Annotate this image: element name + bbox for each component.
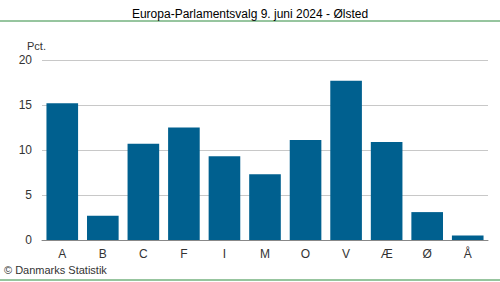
svg-text:Å: Å: [464, 246, 472, 261]
svg-text:Pct.: Pct.: [27, 40, 46, 52]
svg-text:Europa-Parlamentsvalg 9. juni: Europa-Parlamentsvalg 9. juni 2024 - Øls…: [132, 7, 368, 21]
svg-text:O: O: [301, 247, 310, 261]
svg-text:M: M: [260, 247, 270, 261]
svg-text:10: 10: [19, 143, 33, 157]
svg-text:C: C: [139, 247, 148, 261]
svg-text:© Danmarks Statistik: © Danmarks Statistik: [4, 264, 107, 276]
svg-text:Æ: Æ: [381, 247, 393, 261]
svg-text:20: 20: [19, 53, 33, 67]
svg-text:Ø: Ø: [423, 247, 432, 261]
svg-text:0: 0: [25, 233, 32, 247]
svg-text:I: I: [223, 247, 226, 261]
svg-text:15: 15: [19, 98, 33, 112]
svg-text:V: V: [342, 247, 350, 261]
svg-text:A: A: [58, 247, 66, 261]
svg-text:5: 5: [25, 188, 32, 202]
svg-text:F: F: [180, 247, 187, 261]
svg-text:B: B: [99, 247, 107, 261]
